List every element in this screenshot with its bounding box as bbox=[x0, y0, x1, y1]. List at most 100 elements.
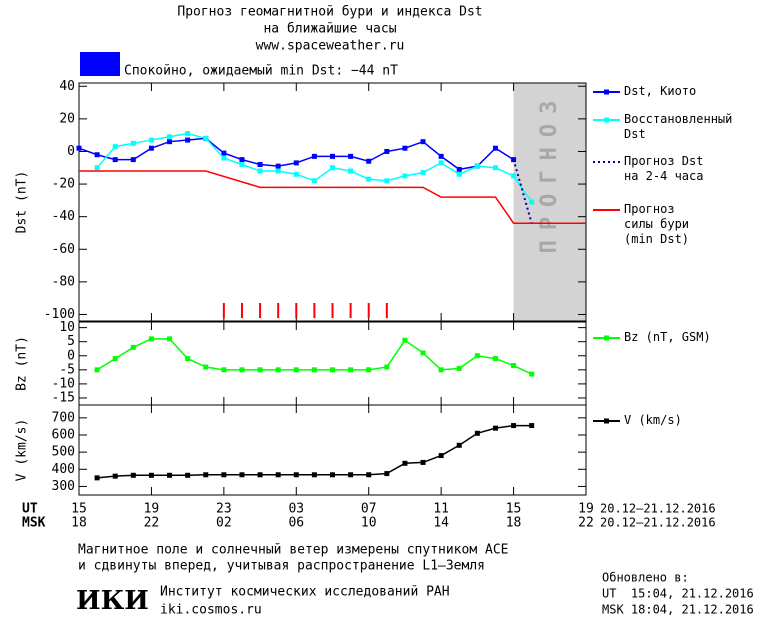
point bbox=[94, 165, 100, 171]
x-tick-label: 02 bbox=[216, 516, 232, 531]
point bbox=[311, 153, 317, 159]
point bbox=[293, 160, 299, 166]
point bbox=[148, 336, 154, 342]
logo: ИКИ bbox=[76, 586, 149, 616]
point bbox=[438, 453, 444, 459]
point bbox=[330, 367, 335, 373]
point bbox=[384, 178, 390, 184]
point bbox=[492, 145, 498, 151]
point bbox=[348, 168, 354, 174]
legend-label: Восстановленный Dst bbox=[624, 112, 733, 141]
point bbox=[275, 367, 281, 373]
point bbox=[456, 166, 462, 172]
point bbox=[330, 165, 335, 171]
point bbox=[348, 472, 354, 478]
point bbox=[402, 460, 408, 466]
point bbox=[112, 356, 118, 362]
point bbox=[402, 337, 408, 343]
x-tick-label: 22 bbox=[144, 516, 160, 531]
point bbox=[311, 178, 317, 184]
point bbox=[366, 472, 372, 478]
x-tick-label: 15 bbox=[506, 502, 522, 517]
plot-frame bbox=[78, 82, 587, 322]
y-axis-label: Bz (nT) bbox=[15, 336, 30, 391]
point bbox=[112, 144, 118, 150]
point bbox=[185, 131, 191, 137]
updated-label: Обновлено в: bbox=[602, 571, 689, 585]
y-tick-label: -10 bbox=[52, 376, 75, 391]
y-tick-label: 700 bbox=[52, 410, 75, 425]
series-line bbox=[512, 159, 533, 224]
point bbox=[438, 160, 444, 166]
point bbox=[203, 472, 209, 478]
legend-swatch bbox=[604, 418, 609, 424]
y-tick-label: 20 bbox=[59, 111, 75, 126]
x-tick-label: 22 bbox=[578, 516, 594, 531]
y-tick-label: -5 bbox=[59, 362, 75, 377]
point bbox=[221, 155, 227, 161]
x-tick-label: 19 bbox=[578, 502, 594, 517]
point bbox=[293, 367, 299, 373]
x-tick-label: 03 bbox=[288, 502, 304, 517]
point bbox=[148, 137, 154, 143]
y-axis-label: V (km/s) bbox=[15, 419, 30, 482]
y-tick-label: 10 bbox=[59, 320, 75, 335]
point bbox=[456, 442, 462, 448]
y-tick-label: -15 bbox=[52, 390, 75, 405]
point bbox=[330, 153, 335, 159]
point bbox=[130, 472, 136, 478]
point bbox=[239, 472, 245, 478]
institute-url: iki.cosmos.ru bbox=[160, 603, 262, 618]
point bbox=[384, 471, 390, 477]
updated-ut: UT 15:04, 21.12.2016 bbox=[602, 587, 754, 601]
legend-swatch bbox=[604, 335, 609, 341]
point bbox=[112, 157, 118, 163]
point bbox=[239, 367, 245, 373]
x-tick-label: 11 bbox=[433, 502, 449, 517]
point bbox=[366, 367, 372, 373]
point bbox=[366, 158, 372, 164]
point bbox=[203, 135, 209, 141]
point bbox=[293, 472, 299, 478]
x-range: 20.12–21.12.2016 bbox=[600, 502, 716, 516]
y-tick-label: -100 bbox=[44, 307, 75, 322]
x-tick-label: 18 bbox=[71, 516, 87, 531]
y-tick-label: 40 bbox=[59, 79, 75, 94]
point bbox=[221, 367, 227, 373]
point bbox=[420, 170, 426, 176]
legend-swatch bbox=[604, 89, 609, 95]
point bbox=[112, 473, 118, 479]
point bbox=[293, 171, 299, 177]
x-row-label: UT bbox=[22, 502, 38, 517]
legend-label: Прогноз Dst на 2-4 часа bbox=[624, 154, 704, 183]
point bbox=[275, 168, 281, 174]
point bbox=[221, 150, 227, 156]
point bbox=[130, 157, 136, 163]
y-tick-label: 400 bbox=[52, 462, 75, 477]
point bbox=[474, 353, 480, 359]
point bbox=[167, 134, 173, 140]
point bbox=[76, 145, 82, 151]
point bbox=[474, 163, 480, 169]
plot-frame bbox=[78, 404, 587, 496]
point bbox=[348, 153, 354, 159]
point bbox=[311, 472, 317, 478]
note: Магнитное поле и солнечный ветер измерен… bbox=[78, 543, 508, 558]
point bbox=[529, 371, 535, 377]
point bbox=[185, 356, 191, 362]
subtitle: на ближайшие часы bbox=[263, 22, 396, 37]
point bbox=[94, 152, 100, 158]
point bbox=[366, 176, 372, 182]
x-tick-label: 14 bbox=[433, 516, 449, 531]
point bbox=[420, 459, 426, 465]
status-box bbox=[80, 52, 120, 76]
url: www.spaceweather.ru bbox=[256, 39, 405, 54]
forecast-label: ПРОГНОЗ bbox=[537, 91, 562, 254]
updated-msk: MSK 18:04, 21.12.2016 bbox=[602, 603, 754, 617]
point bbox=[185, 472, 191, 478]
point bbox=[456, 171, 462, 177]
point bbox=[257, 472, 263, 478]
point bbox=[130, 140, 136, 146]
x-tick-label: 07 bbox=[361, 502, 377, 517]
